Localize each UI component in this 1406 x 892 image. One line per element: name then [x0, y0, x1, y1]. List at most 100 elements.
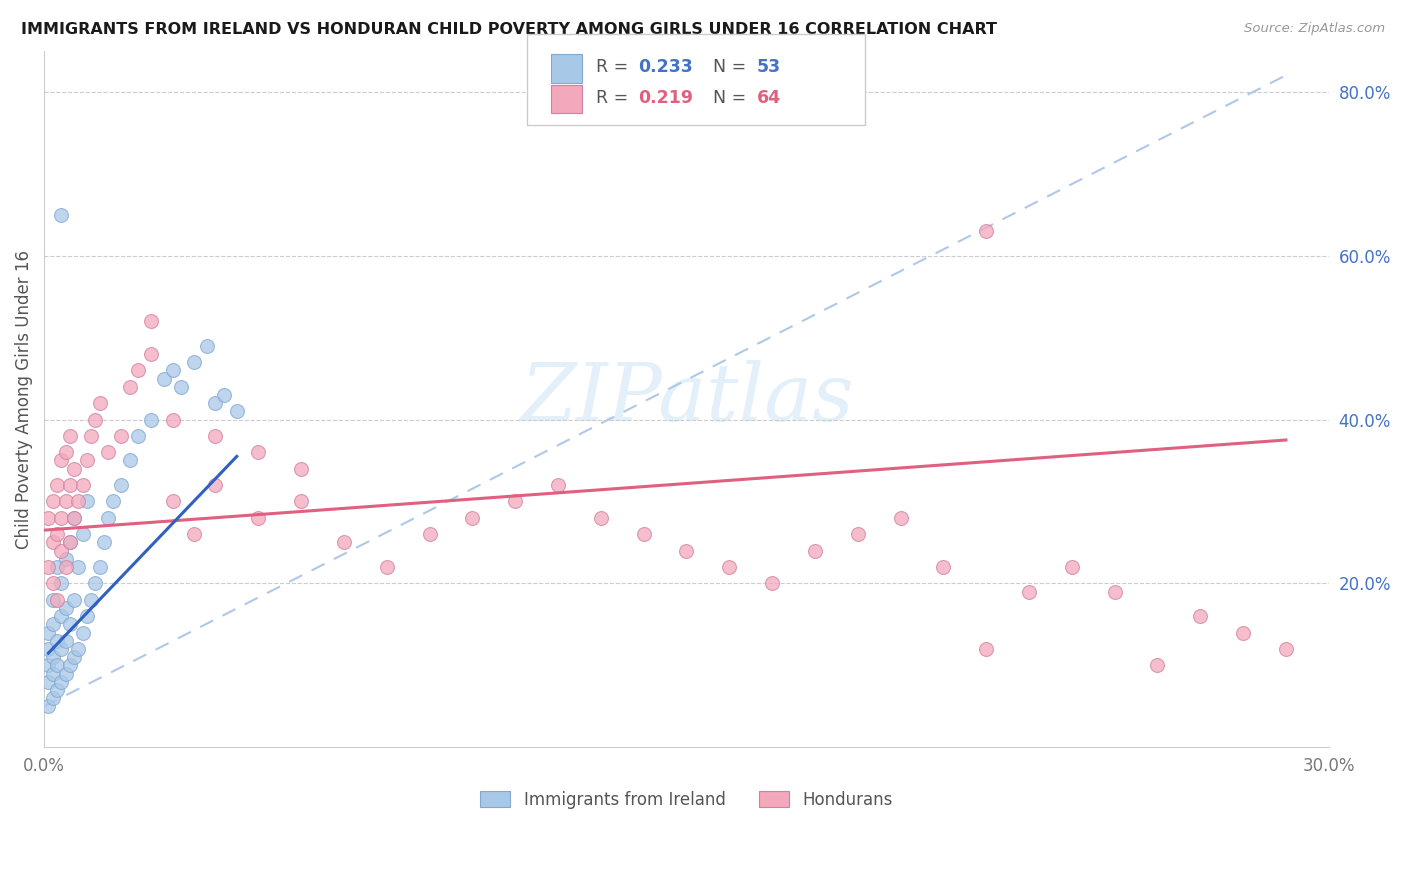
Point — [55, 551, 77, 566]
Point — [225, 404, 247, 418]
Text: ZIPatlas: ZIPatlas — [520, 360, 853, 438]
Point — [63, 650, 86, 665]
Point — [37, 560, 59, 574]
Text: Source: ZipAtlas.com: Source: ZipAtlas.com — [1244, 22, 1385, 36]
Point — [110, 429, 132, 443]
Point — [162, 494, 184, 508]
Point — [589, 511, 612, 525]
Point — [51, 674, 73, 689]
Point — [547, 478, 569, 492]
Text: R =: R = — [596, 88, 634, 106]
Point — [183, 527, 205, 541]
Point — [59, 658, 82, 673]
Point — [153, 371, 176, 385]
Point — [846, 527, 869, 541]
Point — [63, 511, 86, 525]
Point — [97, 445, 120, 459]
Point — [204, 429, 226, 443]
Point — [84, 576, 107, 591]
Point — [633, 527, 655, 541]
Point — [97, 511, 120, 525]
Point — [290, 461, 312, 475]
Point — [51, 576, 73, 591]
Point — [59, 617, 82, 632]
Point — [46, 683, 69, 698]
Point — [290, 494, 312, 508]
Point — [890, 511, 912, 525]
Point — [37, 674, 59, 689]
Point — [55, 601, 77, 615]
Point — [51, 511, 73, 525]
Point — [932, 560, 955, 574]
Point — [76, 494, 98, 508]
Point — [72, 625, 94, 640]
Point — [63, 461, 86, 475]
Point — [675, 543, 697, 558]
Y-axis label: Child Poverty Among Girls Under 16: Child Poverty Among Girls Under 16 — [15, 250, 32, 549]
Point — [761, 576, 783, 591]
Point — [1232, 625, 1254, 640]
Point — [247, 511, 270, 525]
Point — [41, 617, 63, 632]
Point — [418, 527, 440, 541]
Point — [41, 535, 63, 549]
Legend: Immigrants from Ireland, Hondurans: Immigrants from Ireland, Hondurans — [474, 784, 900, 815]
Point — [974, 224, 997, 238]
Point — [162, 363, 184, 377]
Point — [46, 658, 69, 673]
Point — [37, 658, 59, 673]
Point — [37, 642, 59, 657]
Point — [333, 535, 356, 549]
Point — [51, 543, 73, 558]
Point — [974, 642, 997, 657]
Point — [204, 478, 226, 492]
Point — [46, 633, 69, 648]
Point — [80, 429, 103, 443]
Point — [141, 314, 163, 328]
Point — [162, 412, 184, 426]
Point — [1146, 658, 1168, 673]
Point — [55, 560, 77, 574]
Point — [59, 429, 82, 443]
Point — [63, 511, 86, 525]
Point — [55, 494, 77, 508]
Point — [804, 543, 827, 558]
Point — [41, 576, 63, 591]
Point — [503, 494, 526, 508]
Point — [59, 535, 82, 549]
Point — [141, 412, 163, 426]
Point — [718, 560, 741, 574]
Point — [67, 560, 90, 574]
Point — [55, 666, 77, 681]
Point — [55, 633, 77, 648]
Text: N =: N = — [702, 58, 751, 76]
Point — [72, 527, 94, 541]
Point — [1018, 584, 1040, 599]
Point — [41, 650, 63, 665]
Point — [110, 478, 132, 492]
Text: 0.219: 0.219 — [638, 88, 693, 106]
Point — [37, 511, 59, 525]
Point — [76, 453, 98, 467]
Point — [141, 347, 163, 361]
Point — [89, 396, 111, 410]
Point — [212, 388, 235, 402]
Point — [1189, 609, 1212, 624]
Point — [127, 363, 149, 377]
Point — [51, 208, 73, 222]
Point — [84, 412, 107, 426]
Point — [183, 355, 205, 369]
Point — [89, 560, 111, 574]
Point — [1275, 642, 1298, 657]
Point — [118, 380, 141, 394]
Point — [461, 511, 484, 525]
Point — [41, 666, 63, 681]
Point — [51, 453, 73, 467]
Point — [127, 429, 149, 443]
Text: N =: N = — [702, 88, 751, 106]
Point — [41, 592, 63, 607]
Point — [247, 445, 270, 459]
Text: 53: 53 — [756, 58, 780, 76]
Point — [55, 445, 77, 459]
Point — [51, 642, 73, 657]
